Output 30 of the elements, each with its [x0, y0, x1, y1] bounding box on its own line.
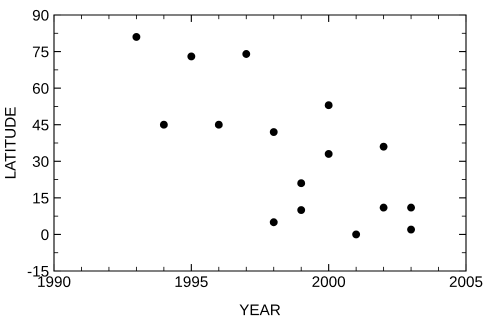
- point: [380, 204, 388, 212]
- point: [407, 226, 416, 234]
- point: [242, 50, 250, 58]
- y-axis-title: LATITUDE: [5, 107, 16, 178]
- y-tick-label: 75: [32, 46, 48, 58]
- point: [380, 142, 388, 151]
- x-axis-title: YEAR: [240, 304, 280, 316]
- x-tick-label: 1995: [176, 276, 208, 288]
- point: [324, 101, 333, 110]
- point: [160, 120, 168, 129]
- point: [297, 179, 306, 188]
- point: [297, 206, 306, 214]
- point: [187, 52, 196, 60]
- point: [352, 230, 360, 238]
- point: [270, 128, 278, 136]
- x-tick-label: 1990: [38, 276, 70, 288]
- x-tick-label: 2000: [312, 276, 346, 288]
- x-tick-label: 2005: [450, 276, 482, 288]
- y-tick-label: 15: [33, 192, 48, 204]
- y-tick-label: 90: [32, 10, 49, 21]
- y-tick-label: 30: [32, 156, 49, 167]
- point: [324, 150, 333, 158]
- y-tick-label: 45: [32, 120, 48, 130]
- y-tick-label: 0: [41, 229, 49, 240]
- point: [407, 204, 416, 212]
- point: [270, 218, 278, 226]
- point: [214, 120, 223, 129]
- y-tick-label: 60: [32, 83, 49, 94]
- point: [132, 32, 140, 41]
- y-tick-label: -15: [28, 266, 48, 277]
